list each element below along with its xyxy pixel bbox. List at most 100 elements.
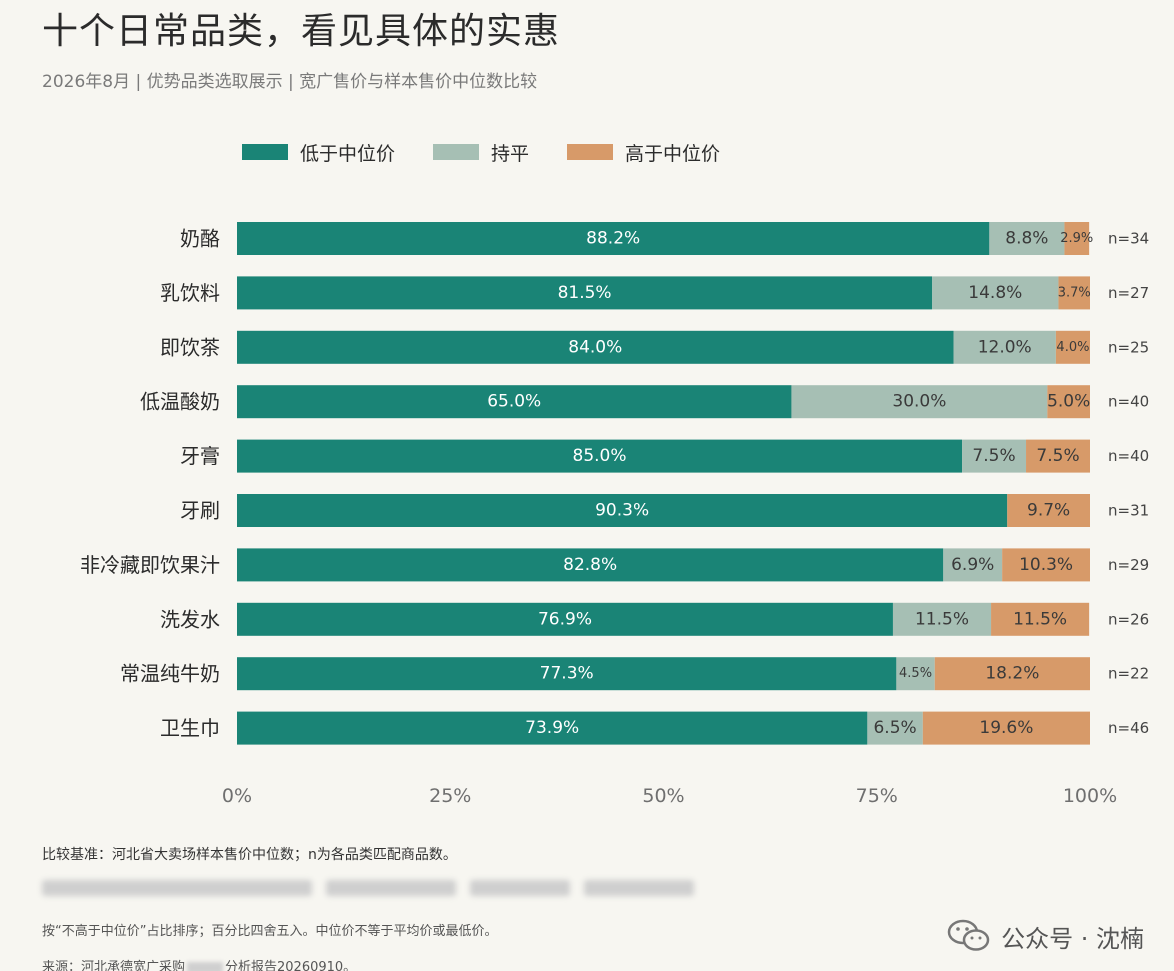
- bar-segment-below: [237, 711, 868, 745]
- source-prefix: 来源：河北承德宽广采购: [42, 960, 186, 971]
- bar-segment-above: [1026, 439, 1090, 473]
- bar-segment-equal: [932, 276, 1059, 310]
- data-label: 7.5%: [972, 446, 1015, 466]
- wechat-icon: [947, 919, 990, 951]
- x-tick-label: 0%: [222, 785, 252, 807]
- bar-segment-above: [934, 657, 1090, 691]
- data-label: 85.0%: [573, 446, 627, 466]
- data-label: 10.3%: [1019, 555, 1073, 575]
- bar-segment-below: [237, 276, 933, 310]
- bar-segment-above: [1047, 385, 1090, 419]
- sample-count-label: n=34: [1108, 230, 1149, 248]
- bar-segment-below: [237, 494, 1008, 527]
- data-label: 12.0%: [978, 337, 1032, 357]
- bar-segment-above: [922, 711, 1090, 745]
- bar-segment-below: [237, 222, 990, 255]
- watermark-text: 公众号 · 沈楠: [1001, 924, 1144, 953]
- sample-count-label: n=25: [1108, 338, 1149, 356]
- data-label: 4.5%: [899, 666, 932, 681]
- note-source: 来源：河北承德宽广采购 分析报告20260910。: [42, 956, 356, 971]
- legend-swatch-below: [242, 144, 288, 160]
- bar-segment-equal: [962, 439, 1027, 473]
- sample-count-label: n=29: [1108, 556, 1149, 574]
- data-label: 19.6%: [979, 718, 1033, 738]
- bar-segment-above: [1007, 494, 1090, 527]
- bar-segment-above: [1064, 222, 1090, 255]
- sample-count-label: n=31: [1108, 502, 1149, 520]
- bar-segment-below: [237, 657, 897, 691]
- bar-segment-above: [1055, 330, 1090, 364]
- legend-swatch-above: [567, 144, 614, 160]
- bar-segment-equal: [896, 657, 935, 691]
- sample-count-label: n=40: [1108, 447, 1149, 465]
- bar-segment-equal: [943, 548, 1003, 582]
- blurred-note-line: [42, 880, 694, 896]
- data-label: 2.9%: [1060, 231, 1093, 246]
- x-tick-label: 75%: [856, 785, 898, 807]
- legend-item-below: 低于中位价: [242, 139, 395, 166]
- legend-item-equal: 持平: [433, 139, 529, 166]
- bar-segment-above: [1002, 548, 1090, 582]
- legend-label-above: 高于中位价: [625, 142, 721, 165]
- bar-segment-below: [237, 385, 792, 419]
- chart-title: 十个日常品类，看见具体的实惠: [42, 11, 561, 52]
- category-label: 牙刷: [180, 499, 220, 523]
- note-sorting: 按“不高于中位价”占比排序；百分比四舍五入。中位价不等于平均价或最低价。: [42, 924, 498, 939]
- bar-segment-equal: [953, 330, 1056, 364]
- x-tick-label: 100%: [1063, 785, 1117, 807]
- category-label: 牙膏: [180, 444, 220, 468]
- data-label: 4.0%: [1056, 340, 1089, 355]
- blurred-source-fragment: [187, 961, 224, 971]
- data-label: 73.9%: [525, 718, 579, 738]
- data-label: 8.8%: [1005, 229, 1048, 249]
- note-basis: 比较基准：河北省大卖场样本售价中位数；n为各品类匹配商品数。: [42, 847, 457, 863]
- data-label: 81.5%: [558, 283, 612, 303]
- x-tick-label: 50%: [642, 785, 684, 807]
- legend-swatch-equal: [433, 144, 480, 160]
- data-label: 90.3%: [595, 501, 649, 521]
- bar-segment-equal: [989, 222, 1065, 255]
- category-label: 常温纯牛奶: [120, 662, 220, 686]
- data-label: 77.3%: [540, 664, 594, 684]
- category-label: 卫生巾: [160, 716, 220, 740]
- sample-count-label: n=27: [1108, 284, 1149, 302]
- bar-segment-below: [237, 330, 954, 364]
- x-tick-label: 25%: [429, 785, 471, 807]
- bar-segment-below: [237, 439, 963, 473]
- category-label: 低温酸奶: [140, 390, 220, 414]
- sample-count-label: n=26: [1108, 610, 1149, 628]
- sample-count-label: n=22: [1108, 665, 1149, 683]
- category-label: 非冷藏即饮果汁: [80, 553, 220, 577]
- legend-item-above: 高于中位价: [567, 139, 720, 166]
- data-label: 88.2%: [586, 229, 640, 249]
- data-label: 9.7%: [1027, 501, 1070, 521]
- legend-label-below: 低于中位价: [300, 142, 396, 165]
- bar-segment-equal: [791, 385, 1048, 419]
- source-suffix: 分析报告20260910。: [225, 960, 357, 971]
- category-label: 乳饮料: [160, 281, 220, 305]
- data-label: 82.8%: [563, 555, 617, 575]
- category-label: 洗发水: [160, 607, 220, 631]
- data-label: 18.2%: [985, 664, 1039, 684]
- legend-label-equal: 持平: [491, 142, 530, 165]
- bar-segment-below: [237, 602, 893, 636]
- data-label: 6.5%: [873, 718, 916, 738]
- data-label: 14.8%: [968, 283, 1022, 303]
- watermark: 公众号 · 沈楠: [947, 918, 1144, 954]
- data-label: 30.0%: [892, 392, 946, 412]
- data-label: 5.0%: [1047, 392, 1090, 412]
- chart-legend: 低于中位价 持平 高于中位价: [242, 139, 758, 165]
- data-label: 76.9%: [538, 609, 592, 629]
- chart-subtitle: 2026年8月 | 优势品类选取展示 | 宽广售价与样本售价中位数比较: [42, 72, 538, 92]
- data-label: 6.9%: [951, 555, 994, 575]
- data-label: 11.5%: [1013, 609, 1067, 629]
- data-label: 11.5%: [915, 609, 969, 629]
- sample-count-label: n=46: [1108, 719, 1149, 737]
- bar-segment-equal: [892, 602, 992, 636]
- data-label: 3.7%: [1058, 285, 1091, 300]
- category-label: 奶酪: [180, 227, 220, 251]
- bar-segment-above: [1058, 276, 1090, 310]
- category-label: 即饮茶: [160, 335, 220, 359]
